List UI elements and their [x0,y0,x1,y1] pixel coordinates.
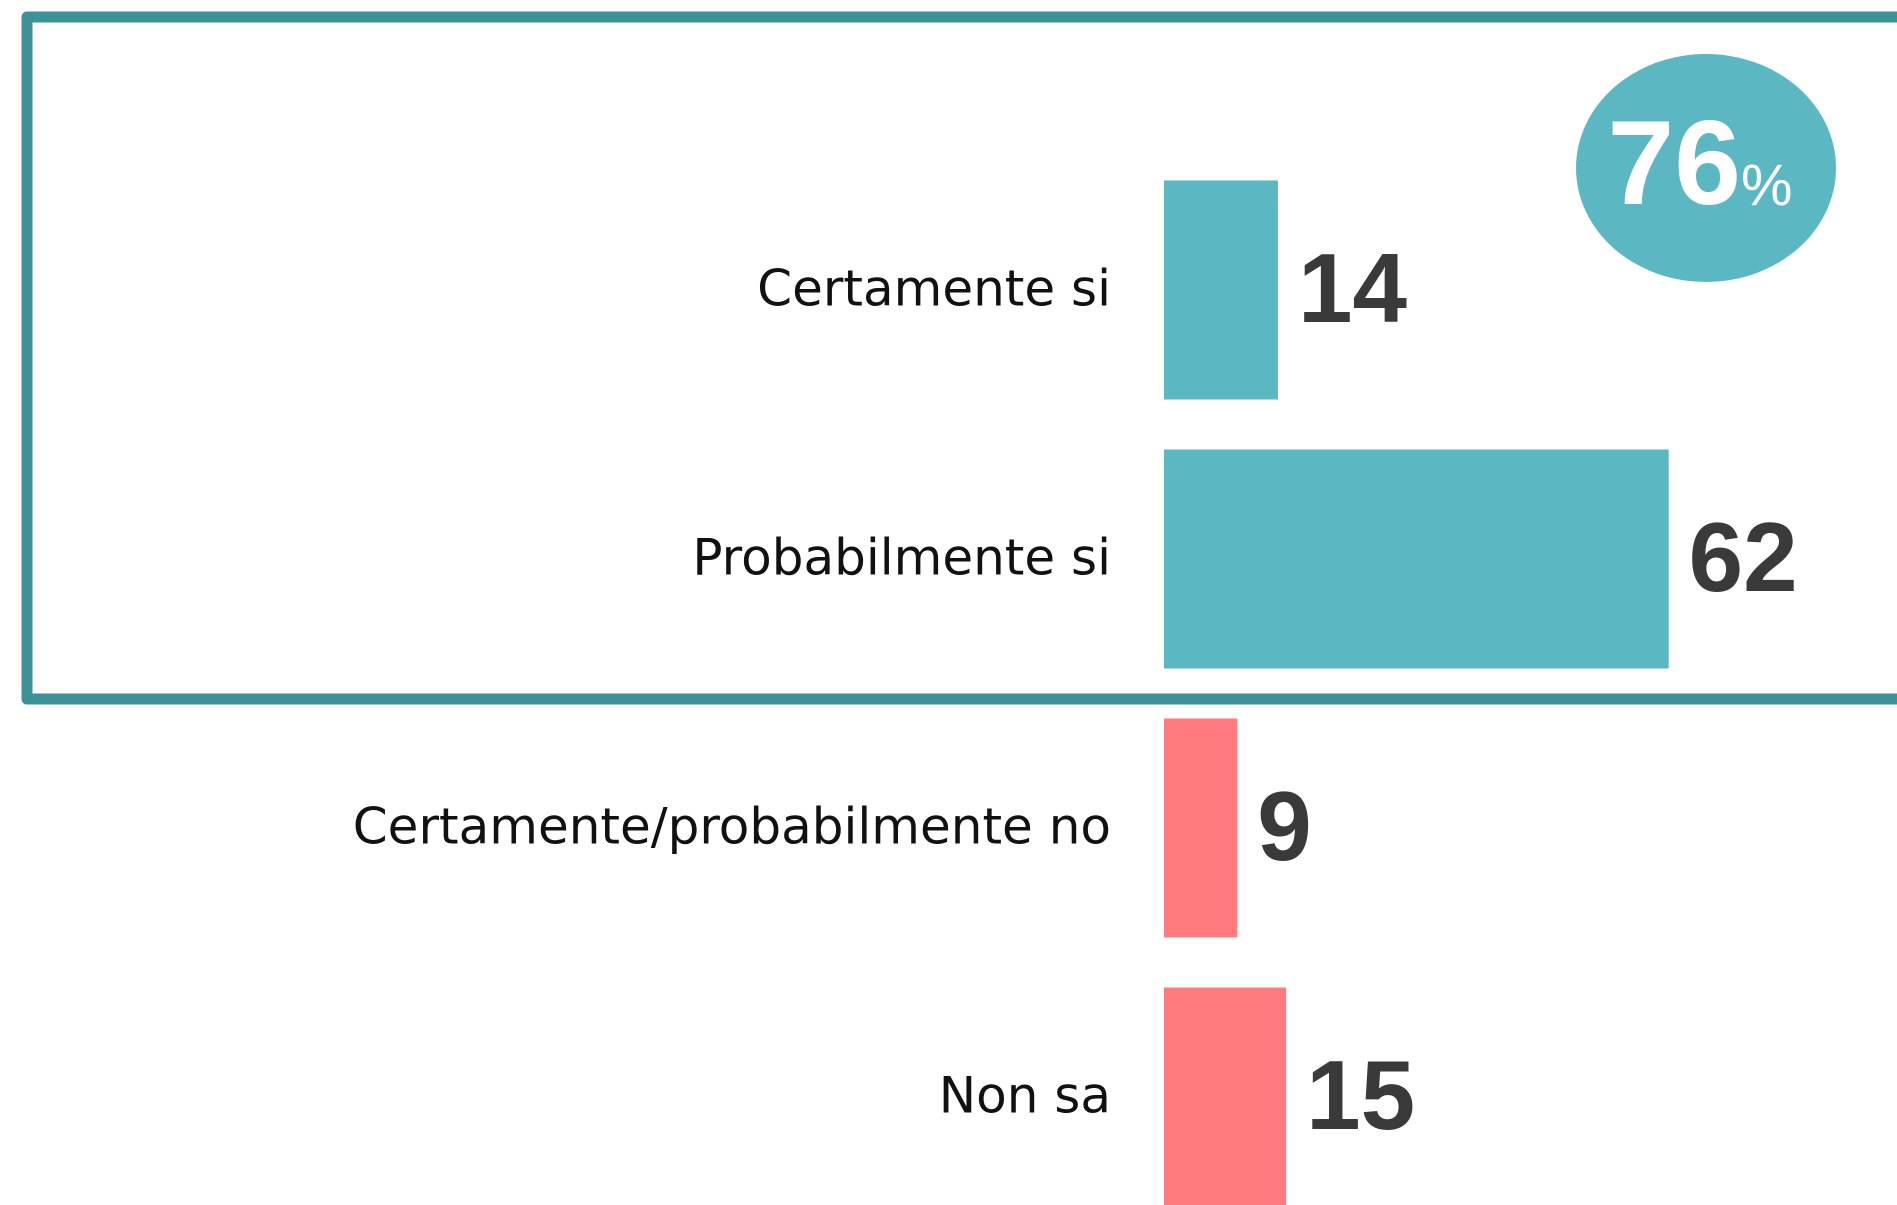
bar [1164,449,1669,669]
badge-text: 76% [1607,96,1792,230]
bar [1164,180,1278,400]
category-label: Non sa [939,1067,1111,1125]
category-label: Certamente si [757,260,1111,318]
value-label: 62 [1689,502,1798,612]
category-label: Certamente/probabilmente no [353,798,1111,856]
category-label: Probabilmente si [692,529,1111,587]
bar [1164,718,1238,938]
value-label: 14 [1298,233,1407,343]
value-label: 15 [1306,1040,1415,1150]
highlight-frame [21,11,1897,705]
bar [1164,987,1287,1205]
badge [1576,54,1836,282]
badge-value: 76 [1607,96,1740,230]
value-label: 9 [1257,771,1312,881]
badge-unit: % [1741,153,1793,218]
